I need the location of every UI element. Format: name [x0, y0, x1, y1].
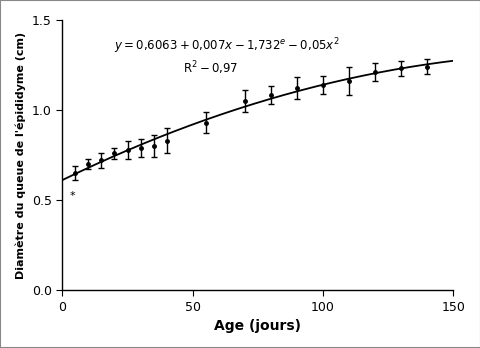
- Text: $\mathrm{R}^{2}-0{,}97$: $\mathrm{R}^{2}-0{,}97$: [183, 60, 238, 77]
- Y-axis label: Diamètre du queue de l'épididyme (cm): Diamètre du queue de l'épididyme (cm): [16, 31, 26, 279]
- Text: *: *: [70, 191, 75, 201]
- X-axis label: Age (jours): Age (jours): [214, 319, 300, 333]
- Text: $y = 0{,}6063 + 0{,}007x-1{,}732^{e}-0{,}05x^{2}$: $y = 0{,}6063 + 0{,}007x-1{,}732^{e}-0{,…: [113, 37, 339, 56]
